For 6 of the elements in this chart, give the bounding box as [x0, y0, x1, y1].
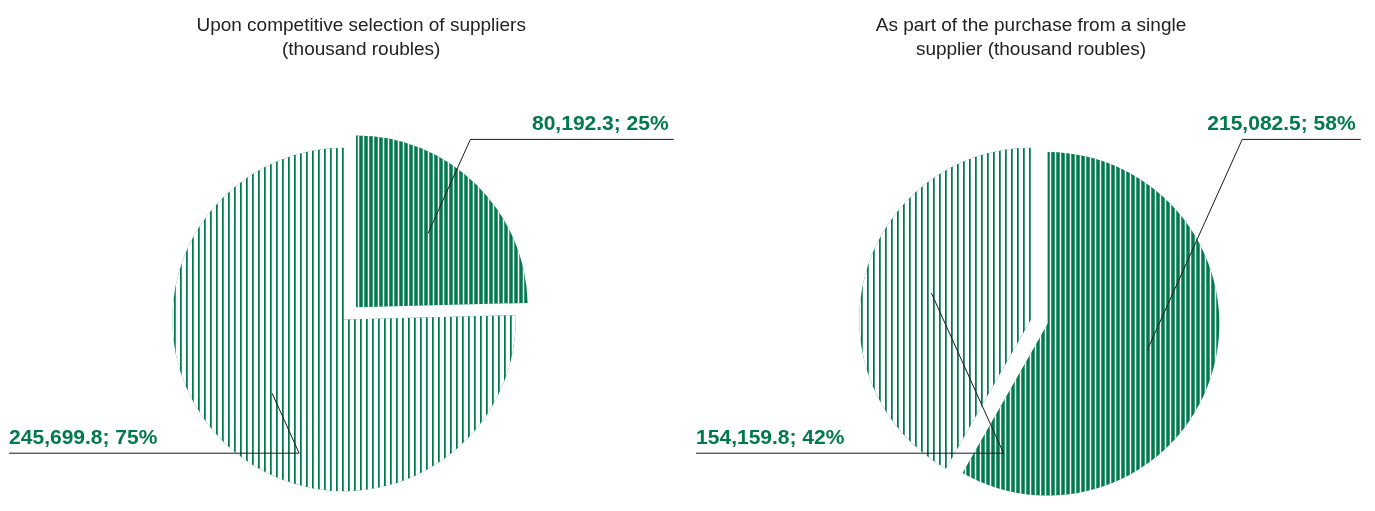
data-label: 80,192.3; 25%: [532, 111, 669, 135]
chart-title: Upon competitive selection of suppliers (thousand roubles): [196, 14, 526, 60]
data-label: 154,159.8; 42%: [696, 425, 845, 449]
data-label: 215,082.5; 58%: [1207, 111, 1356, 135]
data-label: 245,699.8; 75%: [9, 425, 158, 449]
chart-title: As part of the purchase from a single supplier (thousand roubles): [875, 14, 1187, 60]
